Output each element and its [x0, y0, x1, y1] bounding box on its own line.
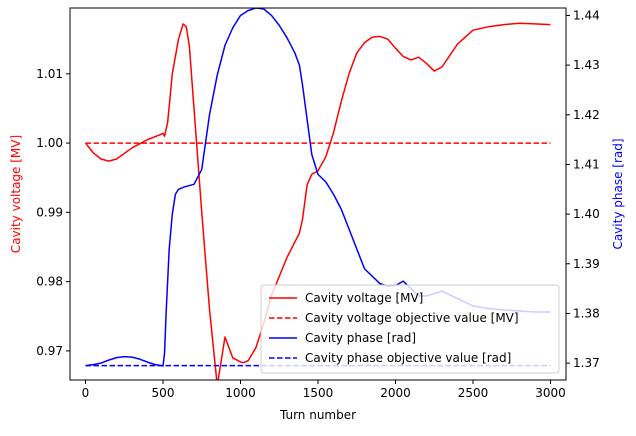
legend-label: Cavity voltage [MV] — [305, 291, 423, 305]
y-left-tick-label: 0.99 — [36, 205, 63, 219]
legend-label: Cavity voltage objective value [MV] — [305, 311, 519, 325]
cavity-voltage-mv-line — [84, 22, 551, 380]
y-right-tick-label: 1.42 — [573, 108, 600, 122]
y-left-tick-label: 1.00 — [36, 136, 63, 150]
x-tick-label: 1000 — [225, 386, 256, 400]
x-tick-label: 2500 — [458, 386, 489, 400]
y-right-tick-label: 1.40 — [573, 207, 600, 221]
y-right-tick-label: 1.44 — [573, 8, 600, 22]
y-right-tick-label: 1.38 — [573, 306, 600, 320]
y-left-tick-label: 0.97 — [36, 344, 63, 358]
legend-label: Cavity phase [rad] — [305, 331, 416, 345]
y-left-tick-label: 0.98 — [36, 275, 63, 289]
x-tick-label: 1500 — [303, 386, 334, 400]
y-right-tick-label: 1.39 — [573, 257, 600, 271]
y-right-tick-label: 1.37 — [573, 356, 600, 370]
x-axis-label: Turn number — [279, 408, 356, 422]
x-tick-label: 0 — [82, 386, 90, 400]
x-tick-label: 3000 — [535, 386, 566, 400]
y-right-tick-label: 1.41 — [573, 157, 600, 171]
x-tick-label: 2000 — [380, 386, 411, 400]
y-left-tick-label: 1.01 — [36, 67, 63, 81]
y-axis-right-label: Cavity phase [rad] — [611, 138, 625, 249]
legend-label: Cavity phase objective value [rad] — [305, 351, 511, 365]
legend-box — [260, 284, 560, 374]
axis-ticks: 0 500 1000 1500 2000 2500 3000 0.97 0.98 0.99 1.00… — [36, 8, 599, 400]
y-axis-left-label: Cavity voltage [MV] — [9, 135, 23, 253]
y-right-tick-label: 1.43 — [573, 58, 600, 72]
legend: Cavity voltage [MV] Cavity voltage object… — [260, 284, 560, 374]
x-tick-label: 500 — [152, 386, 175, 400]
